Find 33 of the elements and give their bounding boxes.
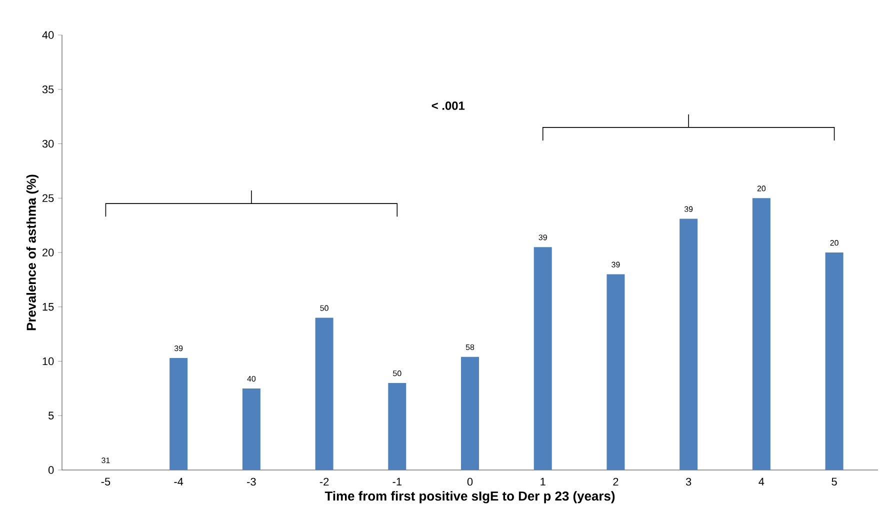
bar: [606, 274, 625, 470]
x-tick-label: 0: [467, 478, 473, 486]
x-tick-label: 4: [758, 478, 764, 486]
bar: [534, 247, 552, 470]
bar: [752, 198, 770, 470]
y-tick-label: 40: [42, 31, 54, 39]
annotation: < .001: [432, 101, 465, 110]
y-axis-title: Prevalence of asthma (%): [26, 174, 38, 330]
x-tick-label: -3: [247, 478, 256, 486]
bar: [461, 356, 480, 470]
x-tick-label: 1: [540, 478, 546, 486]
bar: [315, 318, 334, 470]
y-tick-label: 20: [42, 248, 54, 256]
x-tick-label: -5: [101, 478, 110, 486]
x-tick-label: 5: [832, 478, 837, 486]
bar: [388, 383, 406, 470]
bar: [825, 252, 844, 470]
y-tick-label: 5: [48, 412, 54, 420]
y-tick-label: 30: [42, 140, 54, 148]
x-tick-label: -1: [392, 478, 402, 486]
x-axis-title: Time from first positive sIgE to Der p 23 (years): [324, 491, 615, 504]
bar: [242, 388, 260, 470]
bar: [680, 218, 698, 470]
y-tick-label: 0: [48, 466, 54, 474]
x-tick-label: 3: [686, 478, 692, 486]
y-tick-label: 35: [42, 86, 54, 94]
y-tick-label: 25: [42, 194, 54, 202]
x-tick-label: -2: [320, 478, 329, 486]
bar: [170, 358, 188, 470]
y-tick-label: 10: [42, 357, 54, 366]
x-tick-label: 2: [613, 478, 618, 486]
y-tick-label: 15: [42, 303, 54, 311]
x-tick-label: -4: [174, 478, 184, 486]
